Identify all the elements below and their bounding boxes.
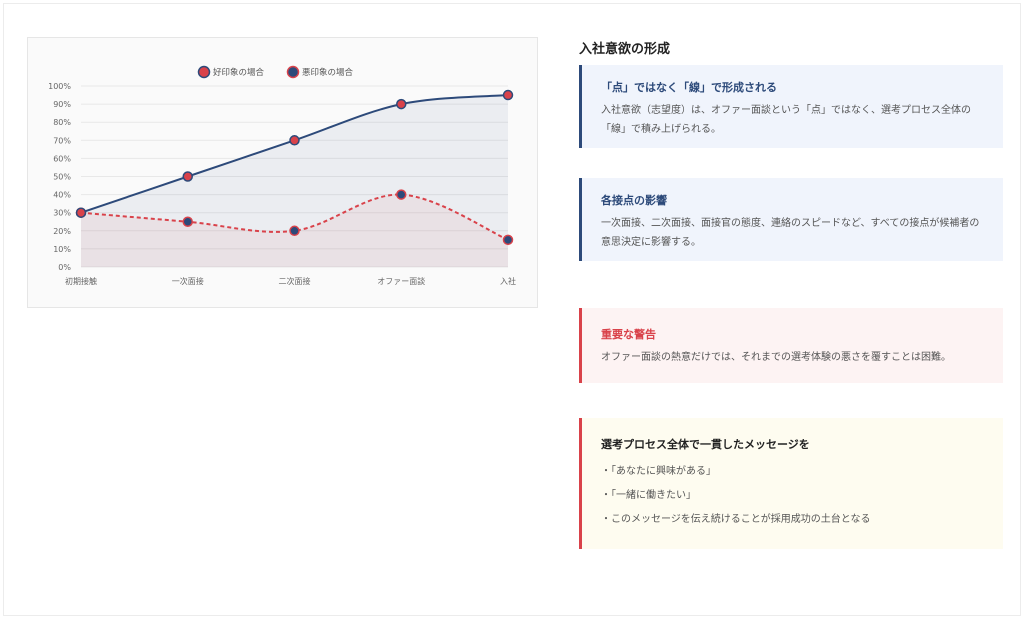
data-point xyxy=(502,234,514,246)
card-body: 入社意欲（志望度）は、オファー面談という「点」ではなく、選考プロセス全体の「線」… xyxy=(601,105,971,135)
y-tick-label: 10% xyxy=(53,245,71,254)
data-point xyxy=(182,171,193,182)
series-area xyxy=(81,194,508,267)
card-consistent-message: 選考プロセス全体で一貫したメッセージを ・「あなたに興味がある」 ・「一緒に働き… xyxy=(579,418,1003,549)
legend-label: 悪印象の場合 xyxy=(302,67,354,78)
y-tick-label: 50% xyxy=(53,173,71,182)
y-tick-label: 0% xyxy=(58,263,71,272)
legend-marker xyxy=(286,65,300,79)
list-item: ・「あなたに興味がある」 xyxy=(601,466,716,477)
card-title: 重要な警告 xyxy=(601,328,656,341)
list-item: ・「一緒に働きたい」 xyxy=(601,490,696,501)
data-point xyxy=(396,98,407,110)
data-point xyxy=(182,216,193,227)
card-title: 「点」ではなく「線」で形成される xyxy=(601,81,777,94)
y-tick-label: 60% xyxy=(53,154,71,163)
data-point xyxy=(396,189,407,200)
card-point-vs-line: 「点」ではなく「線」で形成される 入社意欲（志望度）は、オファー面談という「点」… xyxy=(579,65,1003,148)
x-tick-label: 二次面接 xyxy=(279,276,311,286)
y-tick-label: 20% xyxy=(53,227,71,236)
list-item: ・このメッセージを伝え続けることが採用成功の土台となる xyxy=(601,514,871,525)
card-body: オファー面談の熱意だけでは、それまでの選考体験の悪さを覆すことは困難。 xyxy=(601,352,951,363)
card-warning: 重要な警告 オファー面談の熱意だけでは、それまでの選考体験の悪さを覆すことは困難… xyxy=(579,308,1003,383)
data-point xyxy=(75,207,87,218)
y-tick-label: 80% xyxy=(53,118,71,127)
x-tick-label: オファー面談 xyxy=(377,276,425,286)
x-tick-label: 一次面接 xyxy=(172,276,204,286)
card-body: 一次面接、二次面接、面接官の態度、連絡のスピードなど、すべての接点が候補者の意思… xyxy=(601,218,980,248)
message-list: ・「あなたに興味がある」 ・「一緒に働きたい」 ・このメッセージを伝え続けること… xyxy=(601,460,985,532)
x-tick-label: 初期接触 xyxy=(65,276,97,286)
legend-label: 好印象の場合 xyxy=(213,67,265,78)
data-point xyxy=(289,135,300,146)
card-title: 各接点の影響 xyxy=(601,194,667,207)
data-point xyxy=(502,89,514,101)
y-tick-label: 70% xyxy=(53,136,71,145)
legend-marker xyxy=(197,65,211,79)
y-tick-label: 40% xyxy=(53,191,71,200)
y-tick-label: 30% xyxy=(53,209,71,218)
y-tick-label: 90% xyxy=(53,100,71,109)
chart-svg: 0% 10% 20% 30% 40% 50% 60% 70% 80% 90% 100% 初期接触 一次面… xyxy=(48,65,516,286)
y-tick-label: 100% xyxy=(48,82,71,91)
card-touchpoints: 各接点の影響 一次面接、二次面接、面接官の態度、連絡のスピードなど、すべての接点… xyxy=(579,178,1003,261)
x-tick-label: 入社 xyxy=(500,276,516,286)
card-title: 選考プロセス全体で一貫したメッセージを xyxy=(601,438,810,451)
line-chart: 0% 10% 20% 30% 40% 50% 60% 70% 80% 90% 100% 初期接触 一次面… xyxy=(27,37,538,308)
section-title: 入社意欲の形成 xyxy=(579,42,671,57)
series-line xyxy=(80,193,509,241)
data-point xyxy=(289,225,300,237)
